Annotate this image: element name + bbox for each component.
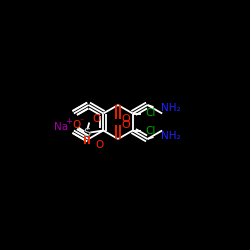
Text: O: O xyxy=(95,140,104,150)
Text: NH₂: NH₂ xyxy=(162,131,181,141)
Text: Cl: Cl xyxy=(146,108,156,118)
Text: +: + xyxy=(65,117,72,126)
Text: ⁻: ⁻ xyxy=(79,116,84,125)
Text: O: O xyxy=(122,114,130,124)
Text: O: O xyxy=(122,120,130,130)
Text: O: O xyxy=(92,114,100,124)
Text: Cl: Cl xyxy=(146,126,156,136)
Text: S: S xyxy=(84,128,91,138)
Text: ⁻: ⁻ xyxy=(96,111,100,120)
Text: Na: Na xyxy=(54,122,68,132)
Text: O: O xyxy=(72,120,80,130)
Text: NH₂: NH₂ xyxy=(162,103,181,113)
